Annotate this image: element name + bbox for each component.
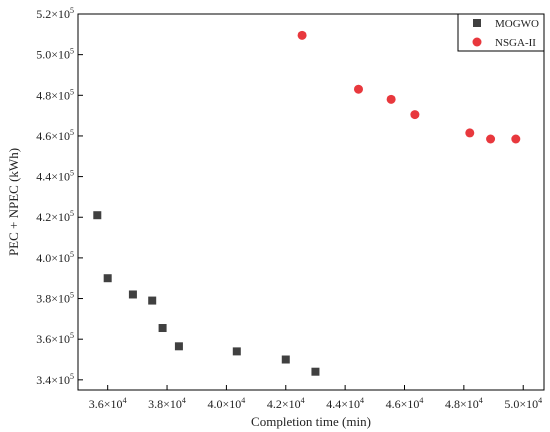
- x-tick-label-base: 3.8×10: [148, 397, 182, 411]
- x-tick-label: 4.8×104: [445, 396, 483, 411]
- y-tick-label-base: 5.2×10: [36, 7, 70, 21]
- mogwo-point: [93, 211, 102, 220]
- nsga-ii-point: [297, 30, 307, 40]
- y-tick-label-base: 4.4×10: [36, 170, 70, 184]
- y-tick-label-exp: 5: [70, 169, 74, 178]
- y-tick-label-base: 3.8×10: [36, 292, 70, 306]
- x-tick-label-base: 3.6×10: [89, 397, 123, 411]
- y-tick-label: 3.6×105: [36, 331, 74, 346]
- mogwo-point: [232, 347, 241, 356]
- y-tick-label: 4.4×105: [36, 169, 74, 184]
- x-tick-label-exp: 4: [419, 396, 423, 405]
- x-tick-label-exp: 4: [538, 396, 542, 405]
- x-tick-label-exp: 4: [360, 396, 364, 405]
- y-tick-label-base: 5.0×10: [36, 48, 70, 62]
- y-tick-label: 3.8×105: [36, 291, 74, 306]
- y-tick-label: 5.0×105: [36, 47, 74, 62]
- nsga-ii-point: [353, 84, 363, 94]
- x-tick-label-exp: 4: [182, 396, 186, 405]
- nsga-ii-point: [410, 110, 420, 120]
- mogwo-point: [174, 342, 183, 351]
- x-tick-label: 4.2×104: [267, 396, 305, 411]
- x-tick-label-base: 5.0×10: [504, 397, 538, 411]
- x-tick-label-exp: 4: [123, 396, 127, 405]
- x-axis-title: Completion time (min): [251, 414, 371, 429]
- x-tick-label-base: 4.0×10: [208, 397, 242, 411]
- y-tick-label-exp: 5: [70, 87, 74, 96]
- y-tick-label-exp: 5: [70, 291, 74, 300]
- x-tick-label: 5.0×104: [504, 396, 542, 411]
- y-tick-label-base: 4.8×10: [36, 88, 70, 102]
- x-tick-label-exp: 4: [479, 396, 483, 405]
- x-tick-label-base: 4.2×10: [267, 397, 301, 411]
- plot-frame: [77, 13, 545, 391]
- y-tick-label-base: 4.6×10: [36, 129, 70, 143]
- y-tick-label-exp: 5: [70, 250, 74, 259]
- mogwo-point: [128, 290, 137, 299]
- x-tick-label: 4.4×104: [326, 396, 364, 411]
- y-tick-label-exp: 5: [70, 372, 74, 381]
- mogwo-point: [148, 296, 157, 305]
- y-tick-label-base: 3.4×10: [36, 373, 70, 387]
- y-tick-label-exp: 5: [70, 128, 74, 137]
- x-tick-label: 3.8×104: [148, 396, 186, 411]
- mogwo-point: [158, 324, 167, 333]
- y-tick-label-base: 3.6×10: [36, 332, 70, 346]
- legend-marker-mogwo: [473, 19, 481, 27]
- y-axis-title: PEC + NPEC (kWh): [6, 148, 21, 256]
- mogwo-point: [311, 367, 320, 376]
- legend-box: [457, 13, 545, 52]
- legend-marker-nsga-ii: [472, 37, 482, 47]
- legend-label-nsga-ii: NSGA-II: [495, 37, 536, 49]
- y-tick-label: 4.2×105: [36, 209, 74, 224]
- y-tick-label: 4.8×105: [36, 87, 74, 102]
- mogwo-point: [103, 274, 112, 283]
- x-axis-ticks: 3.6×104 3.8×104 4.0×104 4.2×104 4.4×104 4.6×1…: [89, 385, 542, 411]
- x-tick-label-base: 4.8×10: [445, 397, 479, 411]
- y-tick-label-exp: 5: [70, 209, 74, 218]
- nsga-ii-point: [386, 94, 396, 104]
- nsga-ii-point: [486, 134, 496, 144]
- x-tick-label-base: 4.6×10: [386, 397, 420, 411]
- y-tick-label-exp: 5: [70, 47, 74, 56]
- legend-label-mogwo: MOGWO: [495, 18, 539, 30]
- legend: MOGWO NSGA-II: [457, 13, 545, 52]
- mogwo-point: [281, 355, 290, 364]
- x-tick-label-exp: 4: [241, 396, 245, 405]
- y-tick-label-exp: 5: [70, 6, 74, 15]
- y-tick-label: 5.2×105: [36, 6, 74, 21]
- y-tick-label-exp: 5: [70, 331, 74, 340]
- y-tick-label: 3.4×105: [36, 372, 74, 387]
- x-tick-label: 3.6×104: [89, 396, 127, 411]
- nsga-ii-point: [465, 128, 475, 138]
- x-tick-label: 4.6×104: [386, 396, 424, 411]
- y-tick-label-base: 4.2×10: [36, 210, 70, 224]
- y-tick-label-base: 4.0×10: [36, 251, 70, 265]
- data-points: [93, 30, 521, 376]
- nsga-ii-point: [511, 134, 521, 144]
- y-tick-label: 4.0×105: [36, 250, 74, 265]
- y-tick-label: 4.6×105: [36, 128, 74, 143]
- x-tick-label-exp: 4: [301, 396, 305, 405]
- x-tick-label-base: 4.4×10: [326, 397, 360, 411]
- y-axis-ticks: 3.4×1053.6×1053.8×1054.0×1054.2×1054.4×1…: [36, 6, 83, 387]
- x-tick-label: 4.0×104: [208, 396, 246, 411]
